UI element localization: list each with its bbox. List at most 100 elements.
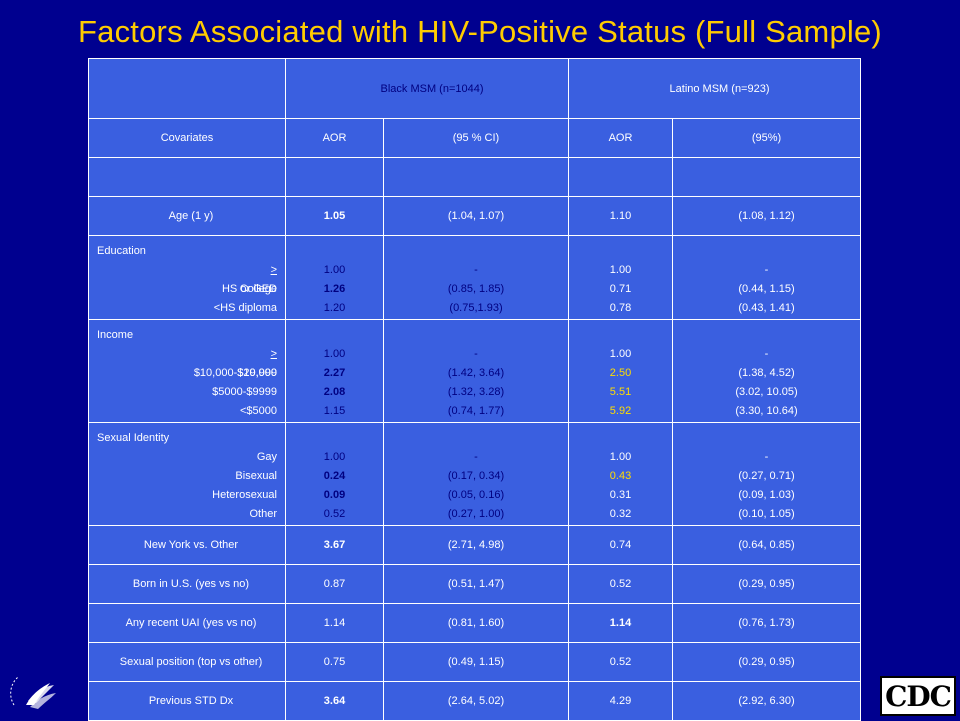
aor-latino: 1.10 — [568, 196, 674, 236]
level-label: Bisexual — [235, 470, 277, 482]
empty-cell — [88, 157, 286, 197]
aor-black: 0.24 — [323, 470, 346, 482]
ci-latino: (0.43, 1.41) — [738, 302, 795, 314]
level-label: Gay — [256, 451, 277, 463]
covariate-label: Age (1 y) — [88, 196, 286, 236]
empty-cell — [285, 157, 384, 197]
level-label: $5000-$9999 — [212, 386, 277, 398]
aor-latino: 2.50 — [609, 367, 632, 379]
ci-latino: (3.02, 10.05) — [735, 386, 798, 398]
aor-black: 1.05 — [285, 196, 384, 236]
aor-latino: 5.51 — [609, 386, 632, 398]
aor-latino: 1.14 — [568, 603, 674, 643]
ci-black: (0.81, 1.60) — [382, 603, 570, 643]
covariate-label-block: Income > $20,000 $10,000-$19,999 $5000-$9… — [88, 319, 286, 423]
covariate-label-block: Education > College HS or GED <HS diplom… — [88, 235, 286, 320]
ci-black: - — [474, 264, 478, 276]
ci-latino: (0.09, 1.03) — [738, 489, 795, 501]
ci-latino-header: (95%) — [672, 118, 862, 158]
ci-latino: (0.44, 1.15) — [738, 283, 795, 295]
aor-latino: 0.78 — [609, 302, 632, 314]
ci-black: (0.27, 1.00) — [447, 508, 505, 520]
black-group-header: Black MSM (n=1044) — [284, 58, 570, 119]
level-label: <HS diploma — [213, 302, 277, 314]
level-label: $10,000-$19,999 — [193, 367, 277, 379]
aor-black: 2.27 — [323, 367, 346, 379]
ci-latino: (1.08, 1.12) — [672, 196, 862, 236]
aor-latino: 0.52 — [568, 564, 674, 604]
ci-black: (2.71, 4.98) — [382, 525, 570, 565]
aor-black: 1.00 — [323, 451, 346, 463]
aor-latino: 0.71 — [609, 283, 632, 295]
aor-black: 1.00 — [323, 264, 346, 276]
covariates-header: Covariates — [88, 118, 286, 158]
ci-black: - — [474, 348, 478, 360]
ci-black: (2.64, 5.02) — [382, 681, 570, 721]
aor-latino: 0.52 — [568, 642, 674, 682]
table-row-std: Previous STD Dx 3.64 (2.64, 5.02) 4.29 (… — [88, 681, 862, 721]
aor-black: 0.75 — [285, 642, 384, 682]
ci-latino: (1.38, 4.52) — [738, 367, 795, 379]
aor-black: 0.52 — [323, 508, 346, 520]
hhs-eagle-icon — [8, 665, 62, 715]
level-label: <$5000 — [239, 405, 277, 417]
ci-black: (1.04, 1.07) — [382, 196, 570, 236]
ci-black: - — [474, 451, 478, 463]
ci-latino-block: - (0.27, 0.71) (0.09, 1.03) (0.10, 1.05) — [672, 422, 862, 526]
level-label: Other — [249, 508, 277, 520]
ci-latino: (0.76, 1.73) — [672, 603, 862, 643]
level-label: HS or GED — [221, 283, 277, 295]
table-row-sexual-identity: Sexual Identity Gay Bisexual Heterosexua… — [88, 422, 862, 526]
table-row-new-york: New York vs. Other 3.67 (2.71, 4.98) 0.7… — [88, 525, 862, 565]
aor-black-block: 1.00 2.27 2.08 1.15 — [285, 319, 384, 423]
table-row-born-us: Born in U.S. (yes vs no) 0.87 (0.51, 1.4… — [88, 564, 862, 604]
aor-latino: 1.00 — [609, 348, 632, 360]
aor-black-block: 1.00 0.24 0.09 0.52 — [285, 422, 384, 526]
table-row-age: Age (1 y) 1.05 (1.04, 1.07) 1.10 (1.08, … — [88, 196, 862, 236]
aor-black: 1.26 — [323, 283, 346, 295]
aor-latino: 1.00 — [609, 264, 632, 276]
aor-latino-block: 1.00 2.50 5.51 5.92 — [568, 319, 674, 423]
empty-cell — [672, 157, 862, 197]
aor-black: 0.09 — [323, 489, 346, 501]
aor-black: 1.00 — [323, 348, 346, 360]
covariate-label: Born in U.S. (yes vs no) — [88, 564, 286, 604]
group-heading: Education — [97, 245, 146, 257]
ci-black: (1.32, 3.28) — [447, 386, 505, 398]
ci-latino: - — [764, 451, 769, 463]
aor-latino-block: 1.00 0.71 0.78 — [568, 235, 674, 320]
ci-black-block: - (0.85, 1.85) (0.75,1.93) — [382, 235, 570, 320]
ci-latino: (0.10, 1.05) — [738, 508, 795, 520]
empty-cell — [568, 157, 674, 197]
aor-latino: 4.29 — [568, 681, 674, 721]
aor-black: 1.14 — [285, 603, 384, 643]
covariate-label: Previous STD Dx — [88, 681, 286, 721]
ci-black-block: - (1.42, 3.64) (1.32, 3.28) (0.74, 1.77) — [382, 319, 570, 423]
aor-black: 3.64 — [285, 681, 384, 721]
aor-latino: 0.31 — [609, 489, 632, 501]
level-label: Heterosexual — [212, 489, 277, 501]
ci-black: (0.49, 1.15) — [382, 642, 570, 682]
group-heading: Income — [97, 329, 134, 341]
ci-black: (1.42, 3.64) — [447, 367, 505, 379]
empty-cell — [382, 157, 570, 197]
ci-black: (0.74, 1.77) — [447, 405, 505, 417]
ci-latino: - — [764, 348, 769, 360]
ci-latino: (0.64, 0.85) — [672, 525, 862, 565]
aor-black-block: 1.00 1.26 1.20 — [285, 235, 384, 320]
ci-latino: - — [764, 264, 769, 276]
ci-latino: (2.92, 6.30) — [672, 681, 862, 721]
table-row-income: Income > $20,000 $10,000-$19,999 $5000-$9… — [88, 319, 862, 423]
table-row-education: Education > College HS or GED <HS diplom… — [88, 235, 862, 320]
ci-black: (0.85, 1.85) — [447, 283, 505, 295]
covariate-label: Sexual position (top vs other) — [88, 642, 286, 682]
level-label: > $20,000 — [237, 348, 277, 379]
ci-black: (0.75,1.93) — [449, 302, 503, 314]
ci-latino: (0.29, 0.95) — [672, 564, 862, 604]
ci-black: (0.51, 1.47) — [382, 564, 570, 604]
ci-black: (0.05, 0.16) — [447, 489, 505, 501]
aor-black: 2.08 — [323, 386, 346, 398]
latino-group-header: Latino MSM (n=923) — [568, 58, 862, 119]
ci-latino-block: - (0.44, 1.15) (0.43, 1.41) — [672, 235, 862, 320]
aor-latino: 0.74 — [568, 525, 674, 565]
